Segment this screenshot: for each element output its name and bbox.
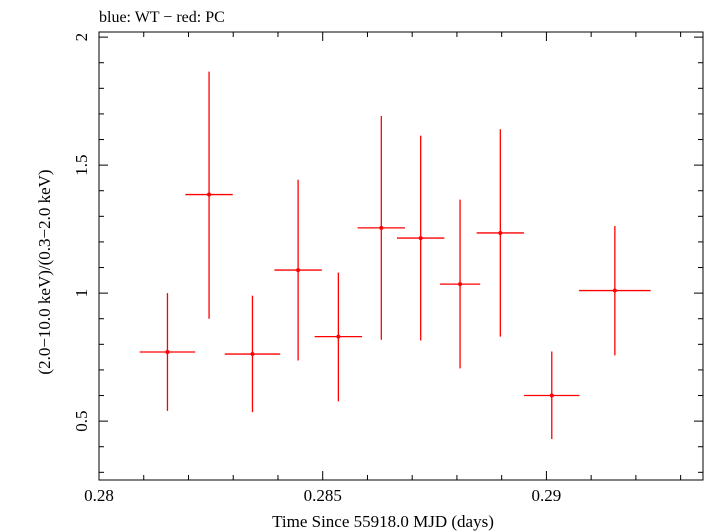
x-tick-label: 0.285	[304, 486, 342, 505]
y-axis-label: (2.0−10.0 keV)/(0.3−2.0 keV)	[35, 169, 54, 374]
data-point	[549, 393, 554, 398]
axis-ticks: 0.28 0.285 0.29 0.5 1 1.5 2	[72, 32, 703, 505]
data-point	[207, 192, 212, 197]
data-point	[250, 352, 255, 357]
data-point	[612, 288, 617, 293]
data-point	[336, 334, 341, 339]
chart-title: blue: WT − red: PC	[99, 9, 225, 26]
x-tick-label: 0.29	[532, 486, 562, 505]
y-tick-label: 1	[72, 289, 91, 298]
x-tick-label: 0.28	[84, 486, 114, 505]
data-point	[418, 236, 423, 241]
y-tick-label: 0.5	[72, 410, 91, 431]
data-point	[379, 225, 384, 230]
y-tick-label: 2	[72, 33, 91, 42]
data-point	[296, 268, 301, 273]
data-point	[165, 350, 170, 354]
data-point	[498, 230, 503, 235]
data-point	[458, 282, 463, 287]
data-marks	[139, 71, 651, 440]
y-tick-label: 1.5	[72, 154, 91, 175]
plot-frame	[98, 31, 704, 481]
x-axis-label: Time Since 55918.0 MJD (days)	[272, 512, 494, 531]
